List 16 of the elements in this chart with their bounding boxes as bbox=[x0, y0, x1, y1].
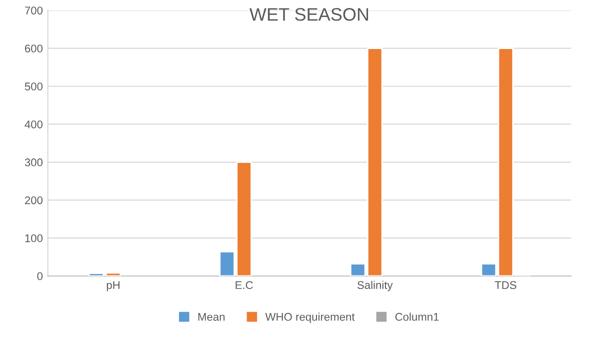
x-tick-label: Salinity bbox=[357, 280, 393, 292]
y-tick-label: 200 bbox=[25, 196, 43, 204]
x-tick-label: E.C bbox=[236, 281, 253, 290]
y-tick-label: 100 bbox=[25, 234, 43, 242]
legend-label: Column1 bbox=[395, 312, 439, 321]
x-tick-label: TDS bbox=[494, 281, 516, 290]
y-tick-label: 400 bbox=[24, 120, 43, 128]
y-tick-label: 300 bbox=[24, 158, 43, 166]
legend-label: WHO requirement bbox=[265, 312, 355, 323]
legend-label: Mean bbox=[198, 313, 225, 321]
y-tick-label: 0 bbox=[37, 272, 43, 280]
chart-title: WET SEASON bbox=[250, 8, 368, 21]
y-tick-label: 600 bbox=[25, 44, 43, 52]
y-tick-label: 700 bbox=[25, 6, 43, 14]
x-tick-label: pH bbox=[106, 281, 120, 292]
y-tick-label: 500 bbox=[24, 82, 43, 90]
